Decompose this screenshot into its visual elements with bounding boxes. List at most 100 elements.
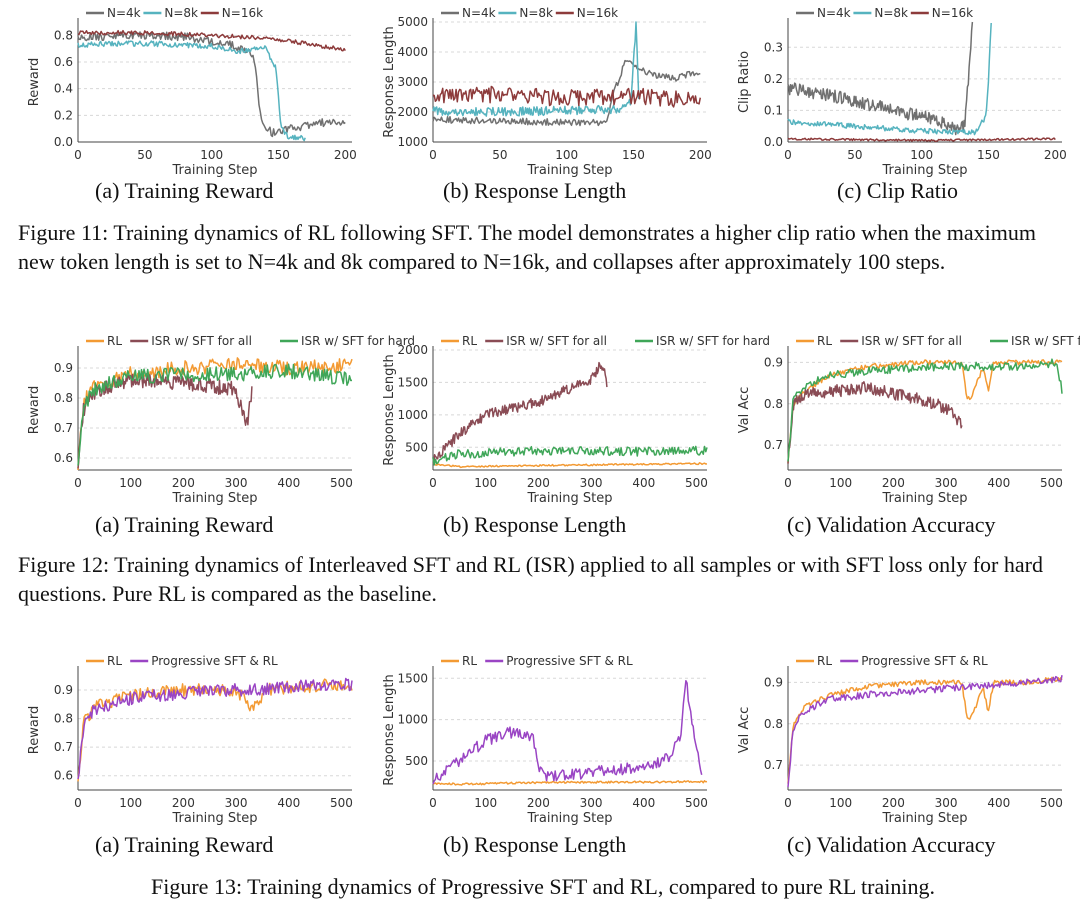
x-tick-label: 100 bbox=[119, 796, 142, 810]
x-tick-label: 500 bbox=[330, 796, 353, 810]
legend-label: RL bbox=[817, 654, 832, 668]
x-axis-label: Training Step bbox=[881, 163, 967, 178]
x-tick-label: 0 bbox=[784, 476, 792, 490]
subcaption-fig13-a: (a) Training Reward bbox=[95, 832, 274, 857]
x-tick-label: 0 bbox=[74, 476, 82, 490]
series-line-n-16k bbox=[432, 85, 702, 108]
legend-label: N=16k bbox=[222, 6, 263, 20]
series-line-n-4k bbox=[432, 59, 701, 127]
y-tick-label: 0.6 bbox=[54, 769, 73, 783]
x-tick-label: 150 bbox=[267, 148, 290, 162]
legend-label: N=16k bbox=[577, 6, 618, 20]
x-axis-label: Training Step bbox=[171, 491, 257, 506]
y-tick-label: 0.6 bbox=[54, 55, 73, 69]
y-tick-label: 5000 bbox=[397, 15, 428, 29]
x-tick-label: 400 bbox=[632, 796, 655, 810]
y-tick-label: 0.0 bbox=[54, 135, 73, 149]
x-tick-label: 300 bbox=[935, 476, 958, 490]
y-tick-label: 4000 bbox=[397, 45, 428, 59]
chart-fig12-response-length: 500 1000 1500 2000 0 100 200 300 400 500 Training … bbox=[382, 334, 770, 506]
legend-label: Progressive SFT & RL bbox=[506, 654, 633, 668]
series-line-n-4k bbox=[787, 21, 974, 136]
y-tick-label: 0.2 bbox=[54, 108, 73, 122]
x-tick-label: 400 bbox=[277, 476, 300, 490]
x-tick-label: 200 bbox=[527, 796, 550, 810]
legend-label: RL bbox=[107, 334, 122, 348]
x-tick-label: 200 bbox=[882, 476, 905, 490]
chart-fig12-validation-accuracy: 0.7 0.8 0.9 0 100 200 300 400 500 Training Step Va… bbox=[737, 334, 1080, 506]
x-tick-label: 500 bbox=[685, 796, 708, 810]
legend-label: N=16k bbox=[932, 6, 973, 20]
y-axis-label: Response Length bbox=[382, 674, 397, 785]
y-tick-label: 1000 bbox=[397, 713, 428, 727]
legend-label: ISR w/ SFT for all bbox=[861, 334, 962, 348]
x-tick-label: 200 bbox=[689, 148, 712, 162]
series-line-rl bbox=[432, 780, 708, 786]
x-axis-label: Training Step bbox=[526, 491, 612, 506]
x-tick-label: 100 bbox=[910, 148, 933, 162]
y-tick-label: 1500 bbox=[397, 671, 428, 685]
y-tick-label: 2000 bbox=[397, 105, 428, 119]
chart-fig11-training-reward: 0.0 0.2 0.4 0.6 0.8 0 50 100 150 200 Training Step… bbox=[27, 6, 357, 178]
x-tick-label: 0 bbox=[74, 148, 82, 162]
chart-fig11-response-length: 1000 2000 3000 4000 5000 0 50 100 150 200 Training… bbox=[382, 6, 712, 178]
x-axis-label: Training Step bbox=[171, 163, 257, 178]
x-tick-label: 100 bbox=[474, 796, 497, 810]
x-tick-label: 300 bbox=[225, 796, 248, 810]
y-tick-label: 0.9 bbox=[54, 683, 73, 697]
y-tick-label: 2000 bbox=[397, 343, 428, 357]
figure-11-caption: Figure 11: Training dynamics of RL follo… bbox=[18, 220, 1036, 274]
y-tick-label: 500 bbox=[405, 440, 428, 454]
x-axis-label: Training Step bbox=[526, 163, 612, 178]
x-tick-label: 50 bbox=[492, 148, 507, 162]
x-axis-label: Training Step bbox=[881, 811, 967, 826]
series-line-rl bbox=[77, 678, 353, 782]
subcaption-fig11-b: (b) Response Length bbox=[443, 178, 627, 203]
legend-label: N=4k bbox=[107, 6, 141, 20]
subcaption-fig12-a: (a) Training Reward bbox=[95, 512, 274, 537]
x-tick-label: 200 bbox=[1044, 148, 1067, 162]
y-tick-label: 0.2 bbox=[764, 72, 783, 86]
x-tick-label: 100 bbox=[829, 796, 852, 810]
legend-label: RL bbox=[462, 654, 477, 668]
chart-fig13-response-length: 500 1000 1500 0 100 200 300 400 500 Training Step… bbox=[382, 654, 708, 826]
x-tick-label: 300 bbox=[580, 476, 603, 490]
chart-fig11-clip-ratio: 0.0 0.1 0.2 0.3 0 50 100 150 200 Training Step Cli… bbox=[737, 6, 1067, 178]
x-tick-label: 100 bbox=[555, 148, 578, 162]
y-tick-label: 1000 bbox=[397, 408, 428, 422]
y-tick-label: 0.8 bbox=[764, 397, 783, 411]
subcaption-fig13-b: (b) Response Length bbox=[443, 832, 627, 857]
x-tick-label: 100 bbox=[200, 148, 223, 162]
y-axis-label: Reward bbox=[27, 58, 42, 106]
x-tick-label: 100 bbox=[829, 476, 852, 490]
legend-label: ISR w/ SFT for all bbox=[151, 334, 252, 348]
legend-label: N=8k bbox=[519, 6, 553, 20]
x-tick-label: 100 bbox=[474, 476, 497, 490]
legend-label: N=8k bbox=[164, 6, 198, 20]
x-tick-label: 0 bbox=[784, 796, 792, 810]
x-tick-label: 150 bbox=[622, 148, 645, 162]
legend-label: ISR w/ SFT for hard bbox=[1011, 334, 1080, 348]
y-axis-label: Val Acc bbox=[737, 387, 752, 434]
x-axis-label: Training Step bbox=[526, 811, 612, 826]
legend-label: RL bbox=[817, 334, 832, 348]
y-axis-label: Val Acc bbox=[737, 707, 752, 754]
x-tick-label: 300 bbox=[225, 476, 248, 490]
x-tick-label: 200 bbox=[172, 476, 195, 490]
legend-label: RL bbox=[462, 334, 477, 348]
legend-label: Progressive SFT & RL bbox=[151, 654, 278, 668]
x-tick-label: 50 bbox=[137, 148, 152, 162]
series-line-n-16k bbox=[77, 29, 346, 52]
series-line-progressive-sft-rl bbox=[432, 679, 703, 785]
y-axis-label: Reward bbox=[27, 386, 42, 434]
x-tick-label: 400 bbox=[987, 796, 1010, 810]
y-tick-label: 0.9 bbox=[764, 675, 783, 689]
legend-label: Progressive SFT & RL bbox=[861, 654, 988, 668]
series-line-isr-w-sft-for-all bbox=[432, 361, 608, 466]
figure-13-caption: Figure 13: Training dynamics of Progress… bbox=[151, 874, 935, 899]
legend-label: ISR w/ SFT for hard bbox=[656, 334, 770, 348]
x-tick-label: 500 bbox=[1040, 796, 1063, 810]
subcaption-fig11-c: (c) Clip Ratio bbox=[837, 178, 958, 203]
y-tick-label: 0.7 bbox=[764, 758, 783, 772]
series-line-rl bbox=[787, 676, 1063, 784]
